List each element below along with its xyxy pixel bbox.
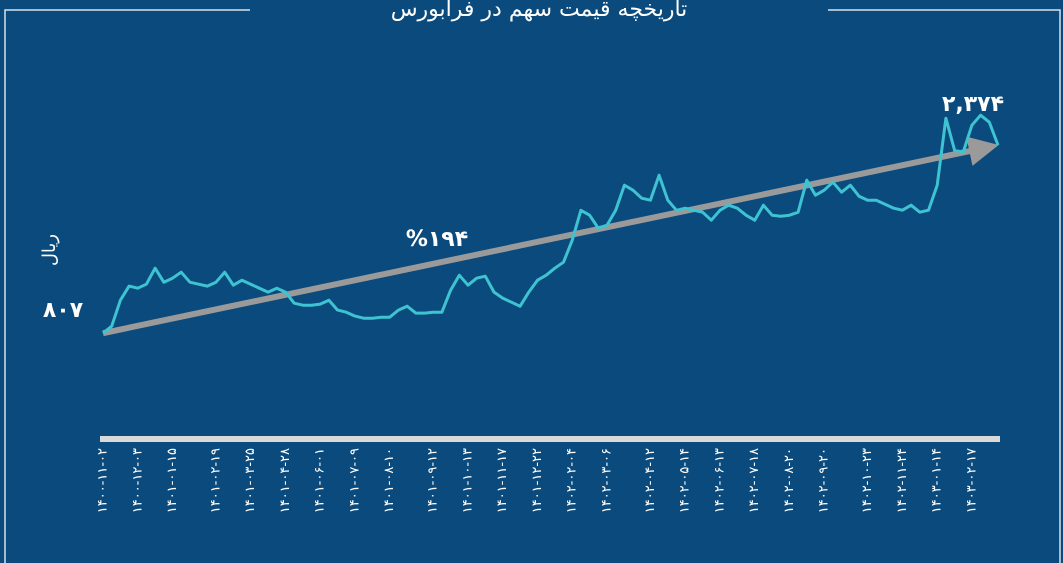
x-tick-label: ۱۴۰۱-۱۱-۱۷ <box>495 448 510 513</box>
x-tick-label: ۱۴۰۲-۰۹-۲۰ <box>817 448 832 513</box>
x-tick-label: ۱۴۰۱-۱۲-۲۲ <box>530 448 545 513</box>
x-tick-label: ۱۴۰۱-۰۶-۰۱ <box>313 448 328 513</box>
x-tick-label: ۱۴۰۲-۱۰-۲۳ <box>860 448 875 513</box>
frame <box>4 9 1061 563</box>
x-tick-label: ۱۴۰۲-۰۸-۲۰ <box>782 448 797 513</box>
x-tick-label: ۱۴۰۰-۱۱-۰۲ <box>96 448 111 513</box>
plot: ۱۴۰۰-۱۱-۰۲ ۱۴۰۰-۱۲-۰۳ ۱۴۰۱-۰۱-۱۵ ۱۴۰۱-۰۲-۱۹… <box>43 92 1004 513</box>
x-tick-label: ۱۴۰۲-۰۳-۰۶ <box>599 448 614 513</box>
x-tick-label: ۱۴۰۰-۱۲-۰۳ <box>130 448 145 513</box>
value-label: ۸۰۷ <box>43 298 84 323</box>
x-tick-label: ۱۴۰۲-۰۶-۱۳ <box>712 448 727 513</box>
x-tick-label: ۱۴۰۳-۰۲-۱۷ <box>964 448 979 513</box>
x-tick-label: ۱۴۰۲-۰۷-۱۸ <box>747 448 762 513</box>
x-tick-label: ۱۴۰۲-۱۱-۲۴ <box>895 448 910 513</box>
x-tick-label: ۱۴۰۲-۰۲-۰۴ <box>565 448 580 513</box>
x-tick-label: ۱۴۰۱-۰۱-۱۵ <box>165 448 180 513</box>
x-tick-label: ۱۴۰۲-۰۵-۱۴ <box>678 448 693 513</box>
x-tick-label: ۱۴۰۱-۰۸-۱۰ <box>382 448 397 513</box>
x-tick-label: ۱۴۰۳-۰۱-۱۴ <box>930 448 945 513</box>
annotation: %۱۹۴ <box>406 227 468 252</box>
x-tick-label: ۱۴۰۱-۰۳-۲۵ <box>243 448 258 513</box>
chart-title: تاریخچه قیمت سهم در فرابورس <box>391 0 688 22</box>
value-label: ۲,۳۷۴ <box>942 92 1004 117</box>
x-tick-label: ۱۴۰۱-۰۲-۱۹ <box>208 448 223 513</box>
trend-arrow <box>102 136 999 337</box>
x-tick-label: ۱۴۰۱-۰۴-۲۸ <box>278 448 293 513</box>
x-tick-label: ۱۴۰۱-۱۰-۱۳ <box>460 448 475 513</box>
x-tick-label: ۱۴۰۲-۰۴-۱۲ <box>643 448 658 513</box>
x-tick-label: ۱۴۰۱-۰۷-۰۹ <box>347 448 362 513</box>
x-tick-label: ۱۴۰۱-۰۹-۱۲ <box>426 448 441 513</box>
x-axis <box>100 436 1000 442</box>
y-axis-label: ریال <box>39 234 60 266</box>
price-line <box>102 113 1000 335</box>
